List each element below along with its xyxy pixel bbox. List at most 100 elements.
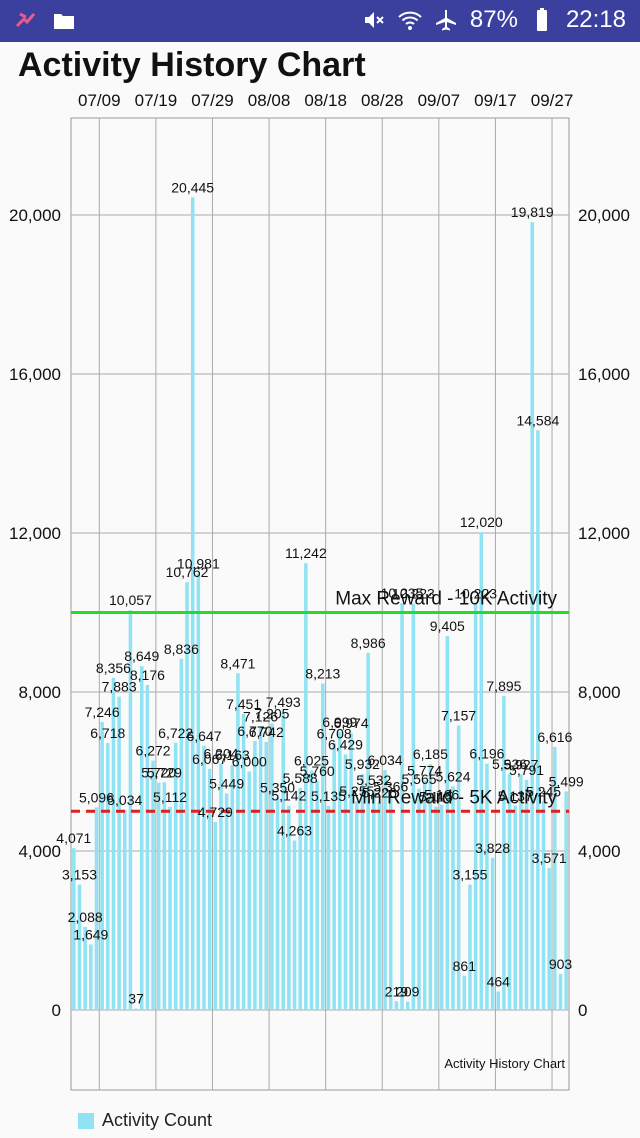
chart-bar[interactable] bbox=[422, 780, 427, 1010]
chart-bar[interactable] bbox=[405, 1001, 410, 1010]
chart-bar[interactable] bbox=[224, 793, 229, 1010]
chart-bar[interactable] bbox=[304, 563, 308, 1010]
chart-bar[interactable] bbox=[400, 603, 404, 1010]
chart-bar[interactable] bbox=[264, 742, 268, 1010]
bar-data-label: 6,196 bbox=[469, 746, 504, 762]
chart-bar[interactable] bbox=[287, 805, 291, 1010]
chart-bar[interactable] bbox=[332, 743, 336, 1010]
chart-bar[interactable] bbox=[468, 884, 472, 1010]
chart-bar[interactable] bbox=[321, 683, 325, 1010]
chart-bar[interactable] bbox=[298, 787, 302, 1010]
chart-bar[interactable] bbox=[179, 658, 184, 1010]
chart-bar[interactable] bbox=[428, 764, 433, 1010]
chart-bar[interactable] bbox=[72, 848, 76, 1010]
bar-data-label: 19,819 bbox=[511, 204, 554, 220]
chart-bar[interactable] bbox=[315, 781, 319, 1010]
chart-bar[interactable] bbox=[417, 788, 421, 1010]
chart-bar[interactable] bbox=[519, 774, 523, 1010]
chart-bar[interactable] bbox=[507, 774, 512, 1010]
chart-bar[interactable] bbox=[173, 742, 178, 1010]
chart-bar[interactable] bbox=[275, 797, 280, 1010]
chart-legend: Activity Count bbox=[78, 1110, 212, 1131]
chart-bar[interactable] bbox=[123, 809, 127, 1010]
chart-bar[interactable] bbox=[530, 222, 534, 1010]
chart-bar[interactable] bbox=[377, 802, 382, 1010]
chart-bar[interactable] bbox=[456, 725, 461, 1010]
chart-bar[interactable] bbox=[326, 805, 331, 1010]
chart-bar[interactable] bbox=[434, 806, 438, 1010]
chart-bar[interactable] bbox=[513, 805, 517, 1010]
bar-data-label: 5,760 bbox=[300, 763, 335, 779]
chart-bar[interactable] bbox=[219, 763, 223, 1010]
chart-bar[interactable] bbox=[553, 747, 557, 1010]
chart-bar[interactable] bbox=[83, 927, 87, 1010]
chart-bar[interactable] bbox=[145, 685, 150, 1010]
chart-bar[interactable] bbox=[445, 636, 450, 1010]
chart-bar[interactable] bbox=[236, 673, 240, 1010]
chart-bar[interactable] bbox=[139, 666, 144, 1010]
chart-bar[interactable] bbox=[241, 713, 246, 1010]
chart-bar[interactable] bbox=[151, 760, 155, 1010]
bar-data-label: 5,532 bbox=[356, 772, 391, 788]
chart-bar[interactable] bbox=[94, 807, 99, 1010]
chart-bar[interactable] bbox=[258, 726, 263, 1010]
bar-data-label: 10,762 bbox=[166, 564, 209, 580]
chart-bar[interactable] bbox=[292, 840, 297, 1010]
chart-bar[interactable] bbox=[162, 782, 167, 1010]
chart-bar[interactable] bbox=[536, 430, 540, 1010]
chart-bar[interactable] bbox=[309, 770, 314, 1010]
chart-bar[interactable] bbox=[355, 801, 359, 1010]
bar-data-label: 8,649 bbox=[124, 648, 159, 664]
chart-bar[interactable] bbox=[89, 944, 93, 1010]
chart-bar[interactable] bbox=[439, 804, 444, 1010]
chart-bar[interactable] bbox=[360, 774, 365, 1010]
chart-bar[interactable] bbox=[496, 991, 501, 1010]
x-tick-label: 07/29 bbox=[191, 91, 234, 110]
chart-bar[interactable] bbox=[196, 573, 201, 1010]
chart-bar[interactable] bbox=[253, 740, 257, 1010]
chart-bar[interactable] bbox=[547, 868, 551, 1010]
chart-bar[interactable] bbox=[134, 1008, 138, 1010]
battery-icon bbox=[530, 8, 554, 32]
chart-bar[interactable] bbox=[372, 790, 376, 1010]
chart-bar[interactable] bbox=[117, 696, 121, 1010]
chart-bar[interactable] bbox=[388, 796, 393, 1010]
chart-bar[interactable] bbox=[202, 745, 206, 1010]
chart-bar[interactable] bbox=[485, 763, 489, 1010]
chart-bar[interactable] bbox=[128, 610, 133, 1010]
chart-bar[interactable] bbox=[111, 677, 116, 1010]
bar-data-label: 3,828 bbox=[475, 840, 510, 856]
chart-bar[interactable] bbox=[502, 696, 506, 1010]
chart-bar[interactable] bbox=[100, 721, 104, 1010]
chart-bar[interactable] bbox=[270, 723, 274, 1010]
chart-bar[interactable] bbox=[106, 742, 110, 1010]
chart-bar[interactable] bbox=[524, 779, 529, 1010]
chart-bar[interactable] bbox=[451, 786, 455, 1010]
chart-bar[interactable] bbox=[207, 768, 212, 1010]
chart-bar[interactable] bbox=[366, 652, 370, 1010]
chart-bar[interactable] bbox=[473, 603, 478, 1010]
chart-bar[interactable] bbox=[156, 782, 161, 1010]
chart-bar[interactable] bbox=[77, 884, 82, 1010]
chart-bar[interactable] bbox=[190, 197, 195, 1010]
chart-bar[interactable] bbox=[411, 603, 416, 1010]
activity-bar-chart[interactable]: 0 0 4,000 4,000 8,000 8,000 12,000 12,000 16,000… bbox=[0, 80, 640, 1100]
chart-bar[interactable] bbox=[349, 732, 353, 1010]
x-tick-label: 08/28 bbox=[361, 91, 404, 110]
chart-bar[interactable] bbox=[394, 1001, 399, 1010]
chart-bar[interactable] bbox=[462, 975, 467, 1010]
chart-bar[interactable] bbox=[185, 582, 189, 1010]
chart-bar[interactable] bbox=[541, 801, 546, 1010]
chart-bar[interactable] bbox=[564, 791, 568, 1010]
chart-bar[interactable] bbox=[247, 771, 252, 1011]
chart-bar[interactable] bbox=[230, 765, 235, 1010]
chart-bar[interactable] bbox=[490, 857, 495, 1010]
chart-bar[interactable] bbox=[213, 822, 218, 1010]
chart-bar[interactable] bbox=[558, 974, 563, 1010]
chart-bar[interactable] bbox=[338, 731, 342, 1010]
chart-bar[interactable] bbox=[343, 754, 348, 1010]
chart-bar[interactable] bbox=[479, 532, 484, 1010]
chart-bar[interactable] bbox=[281, 712, 285, 1010]
chart-bar[interactable] bbox=[168, 806, 172, 1010]
chart-bar[interactable] bbox=[383, 770, 387, 1010]
